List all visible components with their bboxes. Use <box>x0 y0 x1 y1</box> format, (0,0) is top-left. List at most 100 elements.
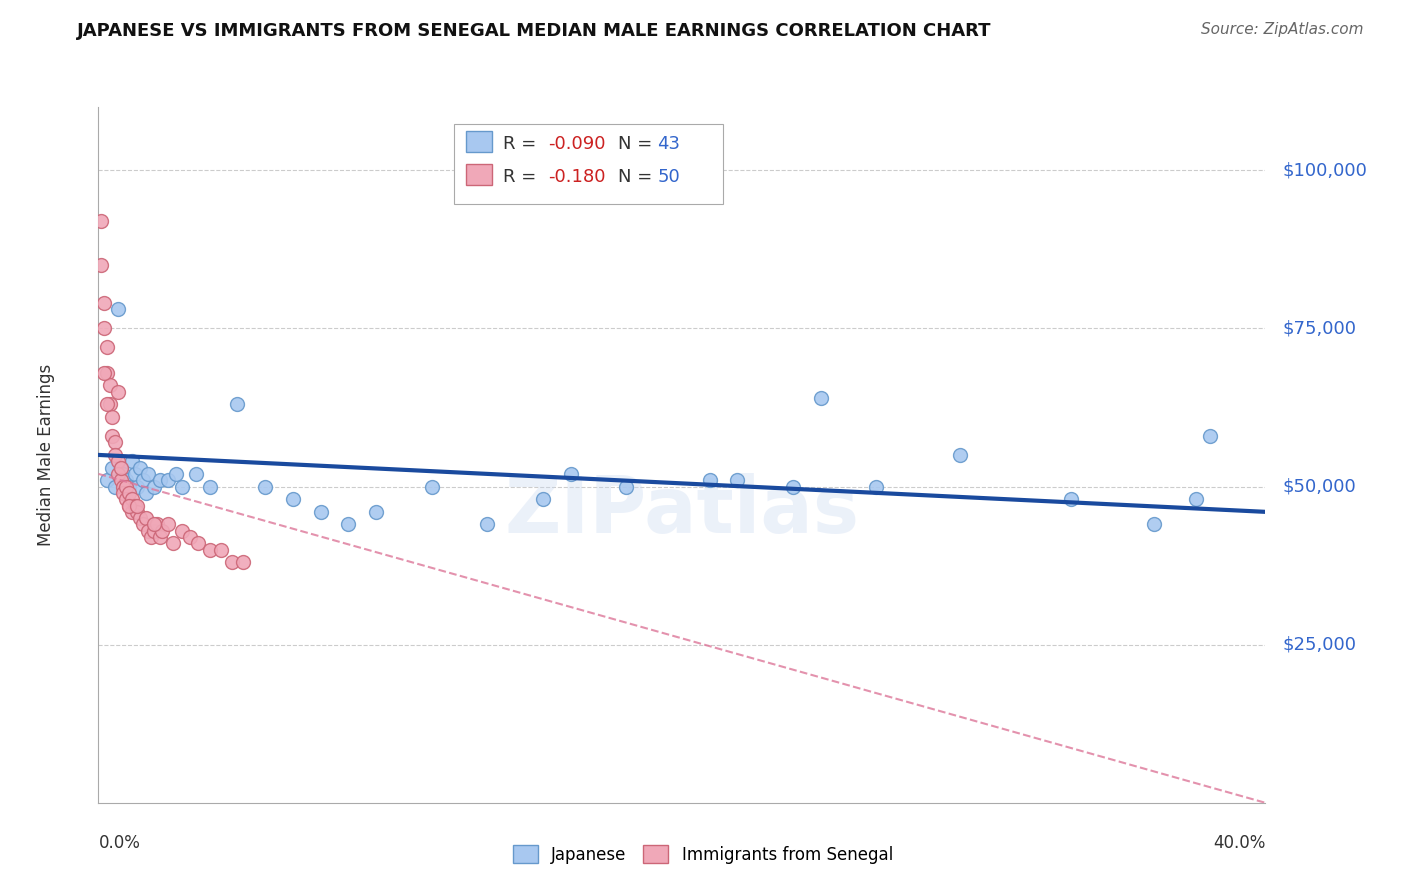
Point <box>135 486 157 500</box>
Text: -0.090: -0.090 <box>548 135 605 153</box>
Point <box>132 517 155 532</box>
Point <box>138 524 160 538</box>
Point <box>115 492 138 507</box>
Point <box>148 530 170 544</box>
Text: 40.0%: 40.0% <box>1213 834 1265 852</box>
Point <box>170 524 193 538</box>
Point <box>782 479 804 493</box>
Point <box>90 258 112 272</box>
Point <box>104 435 127 450</box>
Text: R =: R = <box>503 135 543 153</box>
Point <box>198 542 221 557</box>
Point <box>420 479 443 493</box>
Point <box>1185 492 1208 507</box>
Point <box>198 479 221 493</box>
Point <box>1060 492 1083 507</box>
Point <box>98 397 121 411</box>
Point <box>281 492 304 507</box>
Point <box>156 473 179 487</box>
Point <box>107 302 129 317</box>
Point <box>531 492 554 507</box>
Point <box>129 511 152 525</box>
Point <box>96 473 118 487</box>
Point <box>121 492 143 507</box>
Text: N =: N = <box>617 135 658 153</box>
Point <box>127 505 149 519</box>
Point <box>115 473 138 487</box>
Point <box>184 467 207 481</box>
Text: ZIPatlas: ZIPatlas <box>505 473 859 549</box>
Point <box>90 214 112 228</box>
Text: JAPANESE VS IMMIGRANTS FROM SENEGAL MEDIAN MALE EARNINGS CORRELATION CHART: JAPANESE VS IMMIGRANTS FROM SENEGAL MEDI… <box>77 22 991 40</box>
Point <box>93 321 115 335</box>
Text: $75,000: $75,000 <box>1282 319 1357 337</box>
Point <box>118 479 141 493</box>
Point <box>141 530 163 544</box>
Point <box>110 473 132 487</box>
Text: 50: 50 <box>658 168 681 186</box>
Point <box>254 479 277 493</box>
Point <box>124 499 146 513</box>
Point <box>118 486 141 500</box>
Point <box>337 517 360 532</box>
Point <box>96 340 118 354</box>
Point <box>162 536 184 550</box>
Point <box>98 378 121 392</box>
Point <box>366 505 388 519</box>
Point <box>101 429 124 443</box>
Point <box>115 479 138 493</box>
Point <box>226 397 249 411</box>
Point <box>309 505 332 519</box>
Point <box>560 467 582 481</box>
Point <box>148 473 170 487</box>
Point <box>699 473 721 487</box>
Text: $100,000: $100,000 <box>1282 161 1368 179</box>
Text: R =: R = <box>503 168 543 186</box>
Text: $25,000: $25,000 <box>1282 636 1357 654</box>
Text: N =: N = <box>617 168 658 186</box>
Point <box>232 556 254 570</box>
Legend: Japanese, Immigrants from Senegal: Japanese, Immigrants from Senegal <box>506 838 900 871</box>
Point <box>146 517 169 532</box>
Point <box>110 460 132 475</box>
Point <box>156 517 179 532</box>
Point <box>110 460 132 475</box>
Point <box>143 517 166 532</box>
Point <box>104 448 127 462</box>
Point <box>96 397 118 411</box>
Point <box>170 479 193 493</box>
Point <box>96 366 118 380</box>
FancyBboxPatch shape <box>454 124 723 204</box>
Point <box>1198 429 1220 443</box>
Point <box>209 542 232 557</box>
Text: $50,000: $50,000 <box>1282 477 1357 496</box>
Point <box>124 467 146 481</box>
Point <box>121 505 143 519</box>
Point <box>949 448 972 462</box>
Text: Source: ZipAtlas.com: Source: ZipAtlas.com <box>1201 22 1364 37</box>
Point <box>112 479 135 493</box>
Point <box>118 499 141 513</box>
Point <box>165 467 187 481</box>
Point <box>101 409 124 424</box>
Point <box>143 479 166 493</box>
Point <box>138 467 160 481</box>
Point <box>93 296 115 310</box>
Point <box>127 499 149 513</box>
Point <box>179 530 201 544</box>
Point <box>221 556 243 570</box>
Point <box>93 366 115 380</box>
Point <box>727 473 749 487</box>
Text: 0.0%: 0.0% <box>98 834 141 852</box>
Point <box>118 499 141 513</box>
Point <box>150 524 173 538</box>
FancyBboxPatch shape <box>465 131 492 153</box>
Point <box>127 479 149 493</box>
Point <box>135 511 157 525</box>
Point <box>477 517 499 532</box>
Point <box>112 486 135 500</box>
Point <box>132 473 155 487</box>
FancyBboxPatch shape <box>465 164 492 185</box>
Point <box>121 454 143 468</box>
Point <box>107 454 129 468</box>
